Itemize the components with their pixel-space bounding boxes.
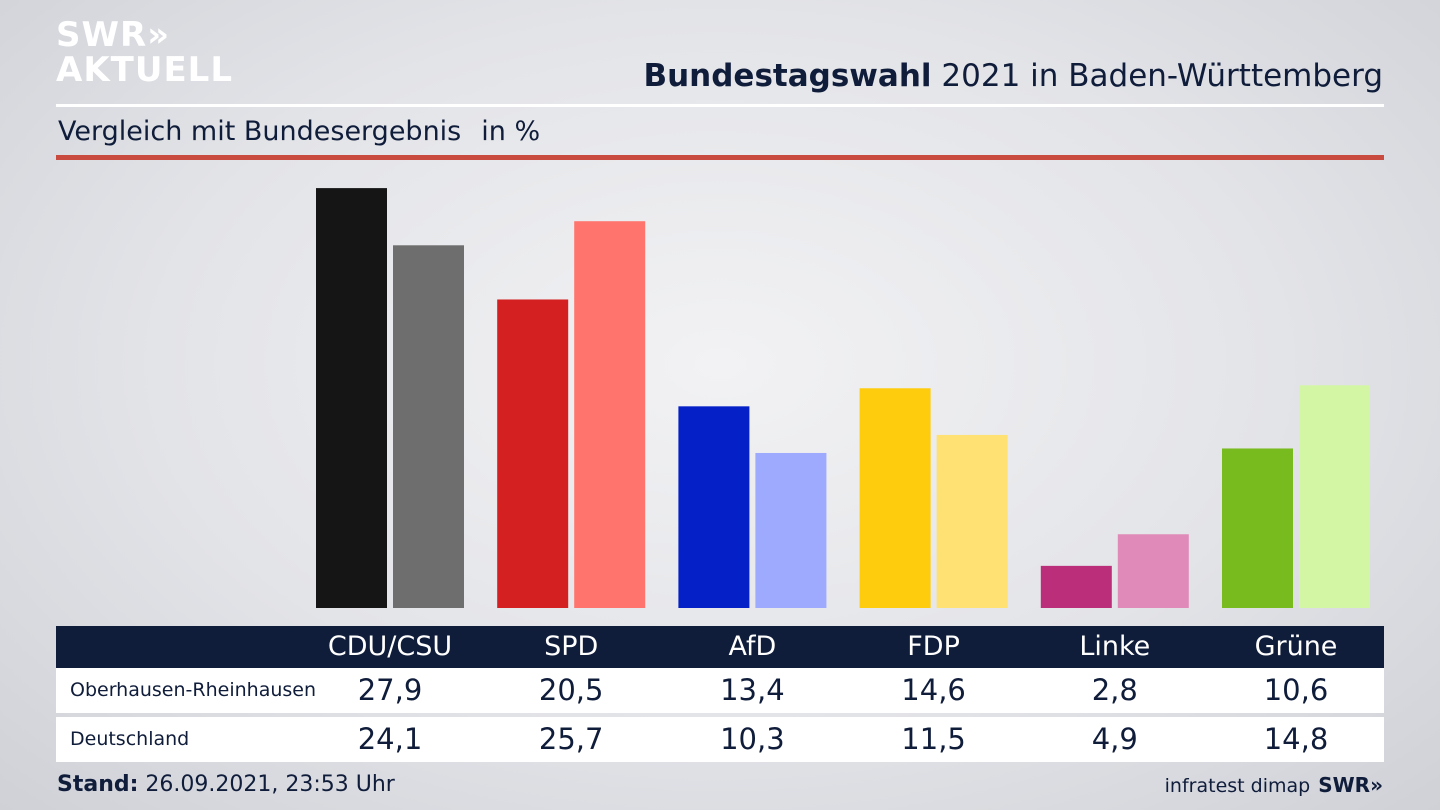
tick-label-afd: AfD (728, 631, 777, 662)
tick-label-gr-ne: Grüne (1254, 631, 1338, 662)
tick-label-cdu-csu: CDU/CSU (327, 631, 453, 662)
swr-aktuell-logo: SWR» AKTUELL (56, 18, 233, 88)
data-label-fdp-oberhausen: 14,6 (901, 673, 966, 707)
subtitle-divider (56, 155, 1384, 160)
bar-linke-deutschland (1117, 534, 1189, 608)
data-label-gr-ne-deutschland: 14,8 (1263, 722, 1329, 756)
row-label-oberhausen: Oberhausen-Rheinhausen (70, 679, 317, 701)
stand-label: Stand: (57, 772, 139, 797)
subtitle-text: Vergleich mit Bundesergebnis (58, 116, 462, 147)
bar-chart (316, 188, 1370, 609)
bar-spd-oberhausen (497, 299, 569, 608)
bar-afd-deutschland (755, 452, 827, 608)
logo-line-aktuell: AKTUELL (56, 50, 234, 90)
bar-linke-oberhausen (1040, 565, 1112, 608)
results-table: CDU/CSU SPD AfD FDP Linke Grüne Oberhausen-Rh… (56, 626, 1384, 762)
bar-gr-ne-deutschland (1299, 385, 1370, 608)
data-label-linke-deutschland: 4,9 (1091, 722, 1138, 756)
tick-label-fdp: FDP (907, 631, 960, 662)
data-label-fdp-deutschland: 11,5 (901, 722, 966, 756)
stand-value: 26.09.2021, 23:53 Uhr (138, 772, 395, 797)
page-title: Bundestagswahl 2021 in Baden-Württemberg (643, 58, 1383, 94)
table-header: CDU/CSU SPD AfD FDP Linke Grüne (56, 626, 1384, 668)
row-label-deutschland: Deutschland (70, 728, 190, 750)
unit-label: in % (481, 116, 541, 147)
data-label-linke-oberhausen: 2,8 (1091, 673, 1138, 707)
bar-fdp-oberhausen (859, 388, 931, 608)
bar-gr-ne-oberhausen (1222, 448, 1293, 608)
bar-afd-oberhausen (678, 406, 750, 608)
data-label-spd-oberhausen: 20,5 (538, 673, 604, 707)
data-label-gr-ne-oberhausen: 10,6 (1263, 673, 1329, 707)
data-label-afd-oberhausen: 13,4 (720, 673, 785, 707)
title-divider (56, 104, 1384, 107)
title-bold: Bundestagswahl (643, 58, 932, 94)
data-label-afd-deutschland: 10,3 (720, 722, 785, 756)
table-row-oberhausen: Oberhausen-Rheinhausen 27,9 20,5 13,4 14,6 2… (56, 668, 1384, 713)
source-text: infratest dimap (1164, 775, 1311, 797)
tick-label-spd: SPD (544, 631, 599, 662)
logo-line-swr: SWR» (56, 15, 171, 55)
timestamp: Stand: 26.09.2021, 23:53 Uhr (57, 772, 395, 797)
bar-cdu-csu-oberhausen (316, 188, 387, 609)
chart-subtitle: Vergleich mit Bundesergebnis in % (58, 116, 540, 147)
tick-label-linke: Linke (1079, 631, 1151, 662)
table-row-deutschland: Deutschland 24,1 25,7 10,3 11,5 4,9 14,8 (56, 717, 1384, 762)
bar-cdu-csu-deutschland (393, 245, 464, 609)
data-label-cdu-csu-deutschland: 24,1 (357, 722, 423, 756)
data-label-spd-deutschland: 25,7 (538, 722, 604, 756)
title-rest: 2021 in Baden-Württemberg (931, 58, 1383, 94)
bar-spd-deutschland (574, 221, 646, 608)
bar-fdp-deutschland (936, 434, 1008, 608)
data-label-cdu-csu-oberhausen: 27,9 (357, 673, 423, 707)
source-credit: infratest dimap SWR» (1165, 773, 1383, 797)
swr-brand-logo: SWR» (1318, 773, 1383, 797)
